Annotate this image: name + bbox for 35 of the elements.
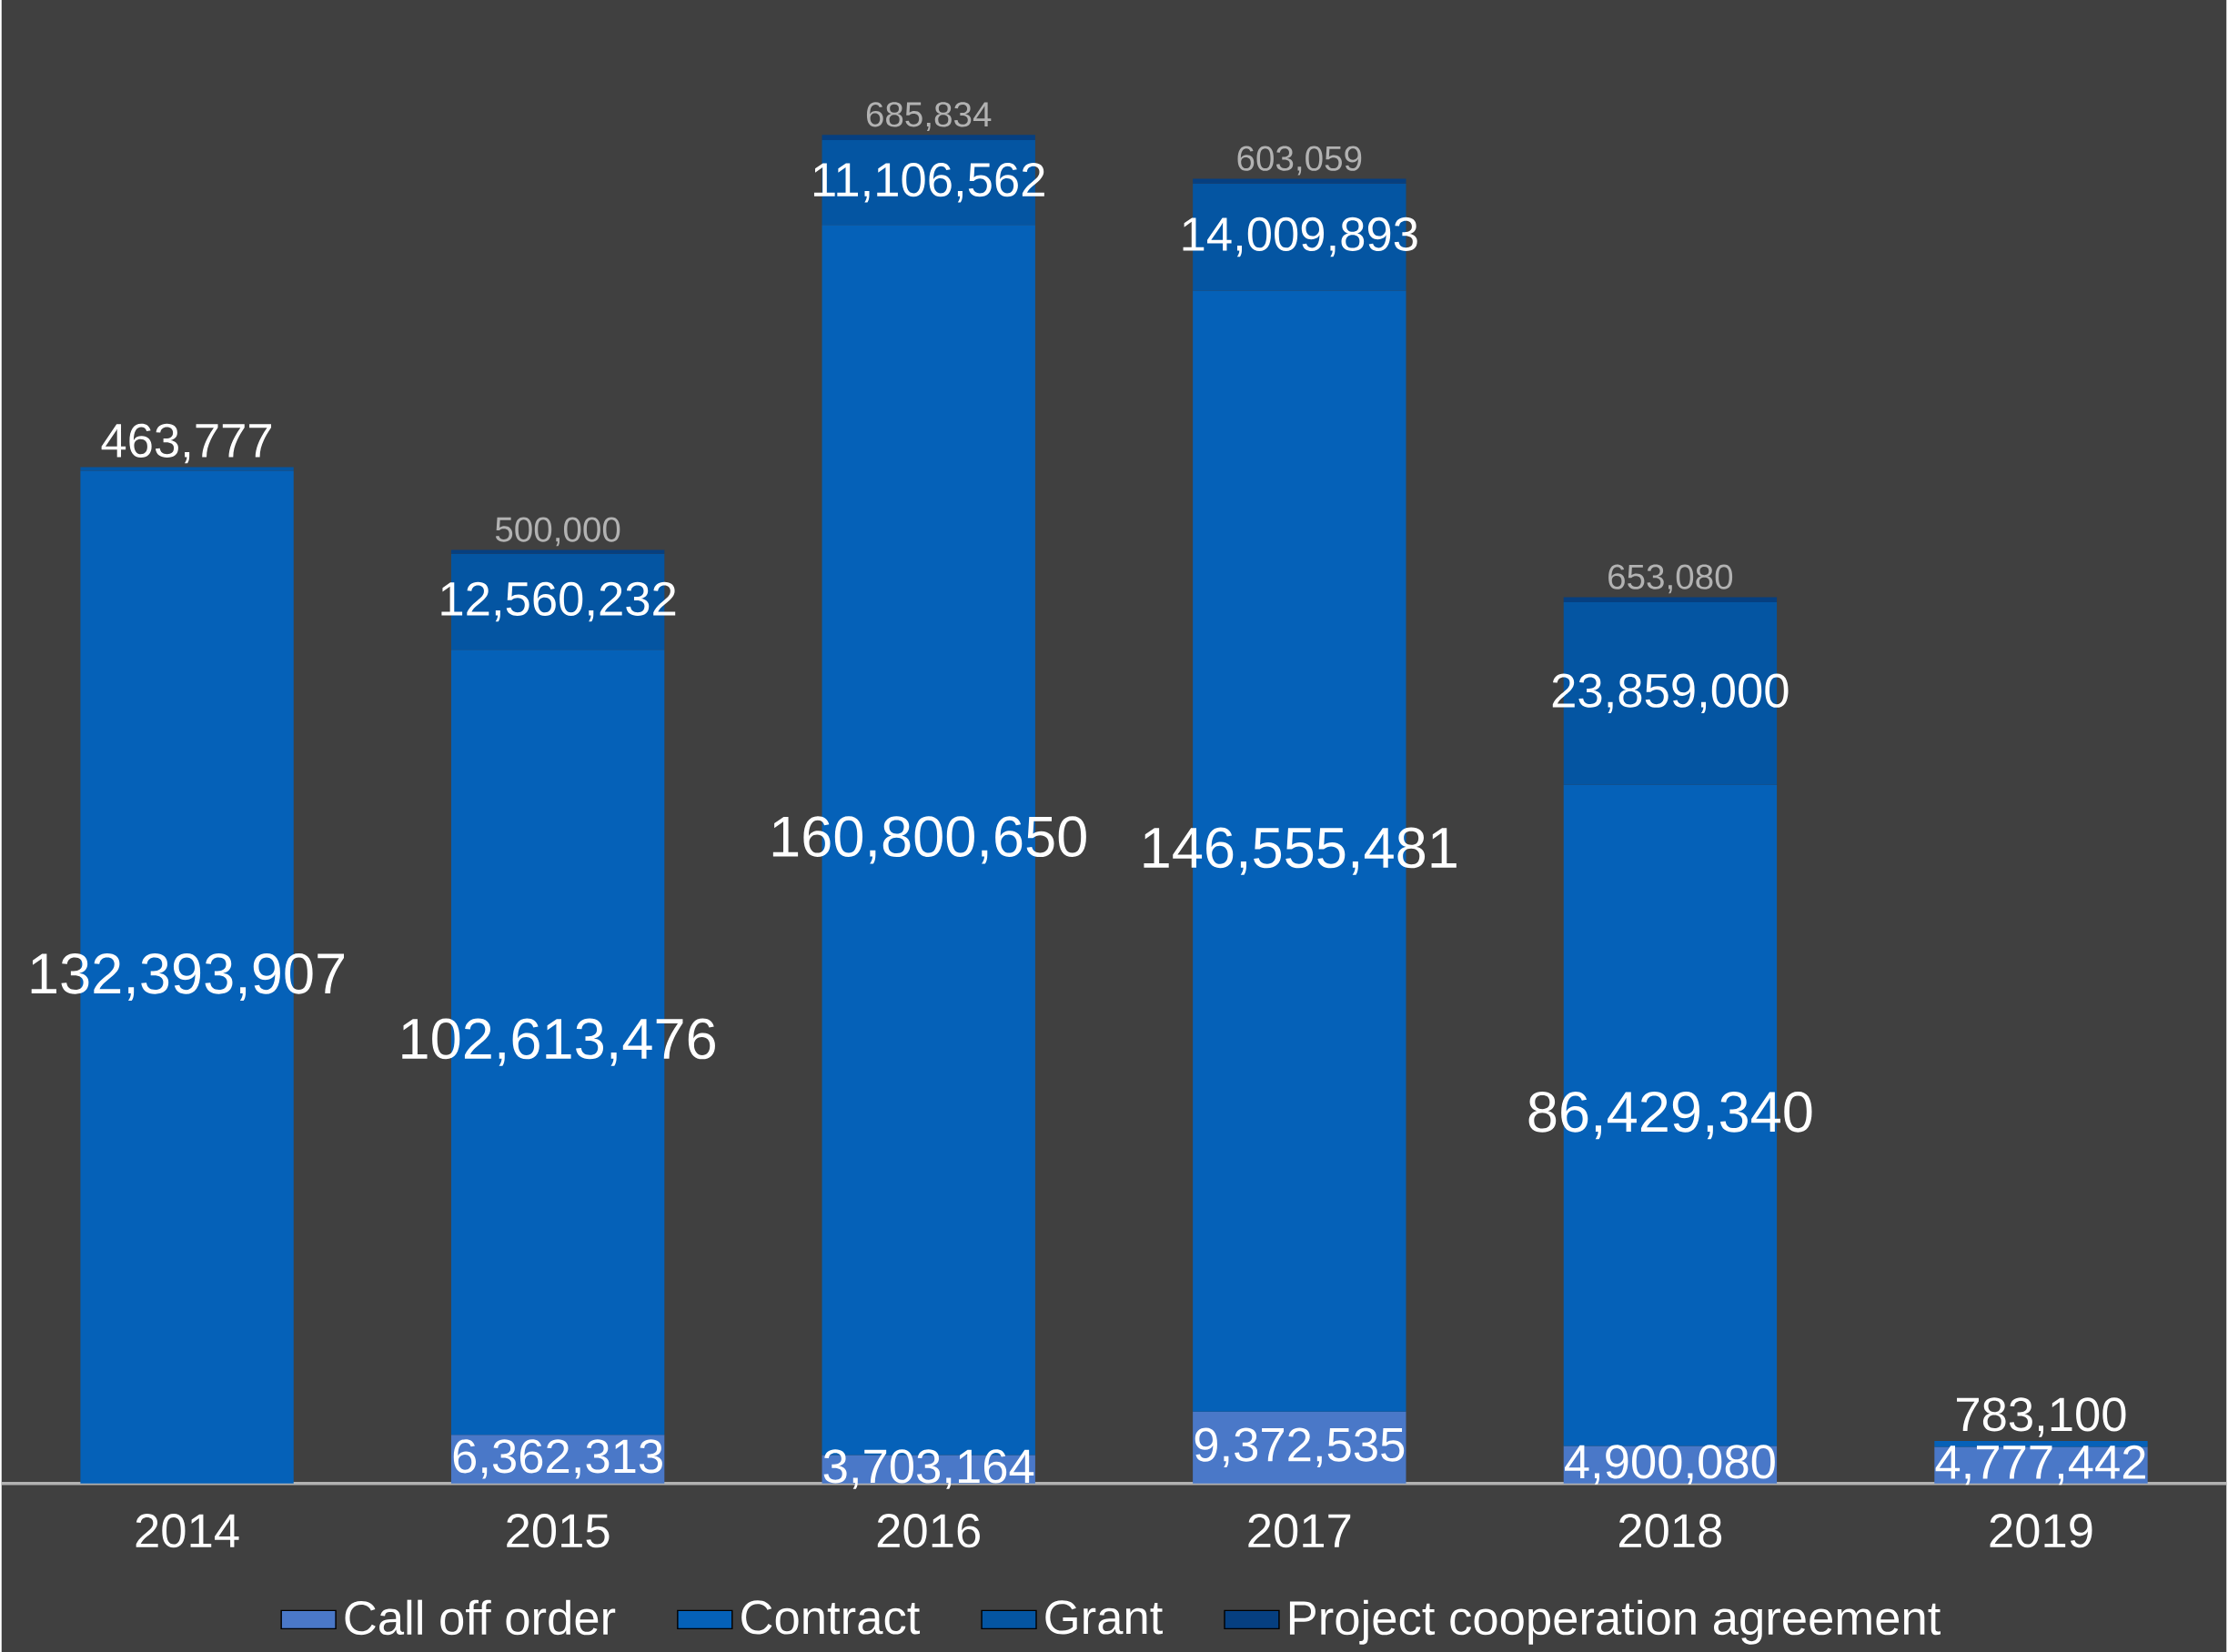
legend-label: Grant	[1045, 1600, 1163, 1635]
data-label: 783,100	[1957, 1396, 2126, 1437]
legend-label: Project cooperation agreement	[1289, 1599, 1941, 1645]
data-label: 500,000	[495, 517, 620, 547]
bar	[1563, 597, 1778, 602]
legend-label: Contract	[741, 1600, 921, 1635]
data-label: 3,703,164	[823, 1449, 1034, 1489]
data-label: 11,106,562	[813, 162, 1044, 203]
data-label: 132,393,907	[31, 952, 344, 1001]
data-label: 86,429,340	[1528, 1091, 1812, 1139]
data-label: 9,372,535	[1195, 1427, 1405, 1467]
data-label: 14,009,893	[1183, 217, 1417, 257]
x-tick-label: 2015	[507, 1513, 610, 1548]
bar	[822, 135, 1035, 140]
data-label: 4,777,442	[1935, 1445, 2145, 1486]
data-label: 146,555,481	[1144, 827, 1457, 875]
data-label: 653,080	[1608, 564, 1733, 594]
bar	[1193, 178, 1406, 184]
data-label: 23,859,000	[1552, 673, 1789, 713]
x-tick-label: 2017	[1248, 1513, 1351, 1548]
data-label: 685,834	[866, 101, 992, 131]
x-tick-label: 2014	[136, 1513, 239, 1548]
data-label: 160,800,650	[772, 816, 1086, 864]
legend-label: Call off order	[345, 1599, 616, 1636]
data-label: 12,560,232	[441, 581, 676, 622]
data-label: 6,362,313	[453, 1438, 662, 1479]
bar	[450, 549, 665, 554]
x-tick-label: 2018	[1618, 1513, 1722, 1548]
bar	[80, 467, 294, 471]
data-label: 4,900,080	[1565, 1445, 1775, 1485]
x-tick-label: 2016	[877, 1513, 980, 1548]
data-label: 463,777	[101, 423, 272, 464]
x-tick-label: 2019	[1990, 1513, 2092, 1548]
data-label: 102,613,476	[402, 1018, 715, 1066]
data-label: 603,059	[1237, 146, 1362, 176]
